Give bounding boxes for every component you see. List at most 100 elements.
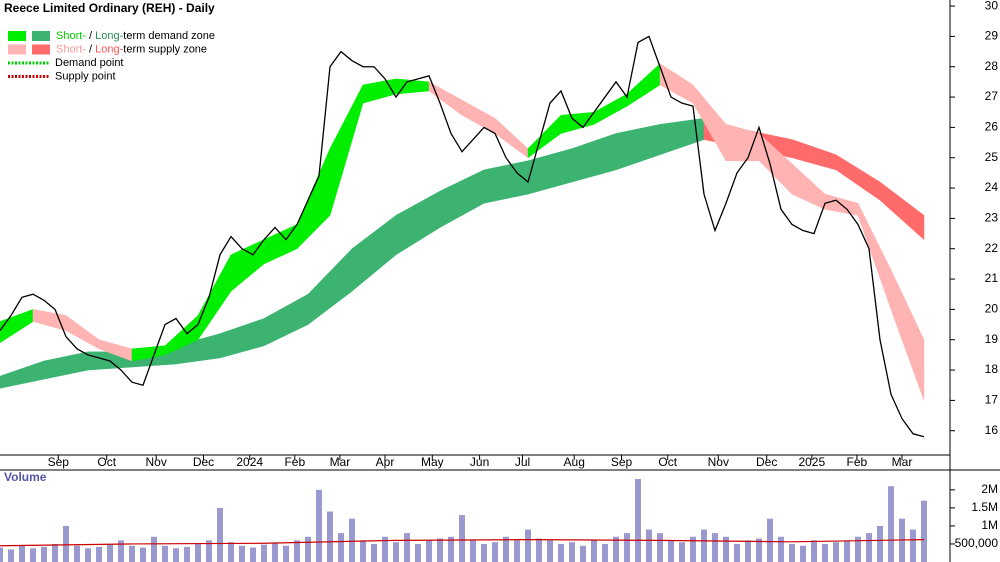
x-tick-label: 2024 <box>236 455 263 469</box>
volume-bar <box>459 515 465 562</box>
legend-swatch <box>32 44 50 55</box>
volume-bar <box>921 500 927 562</box>
volume-bar <box>52 543 58 562</box>
volume-bar <box>217 507 223 562</box>
volume-bar <box>481 543 487 562</box>
volume-bar <box>613 536 619 562</box>
y-tick-label: 16 <box>985 423 999 437</box>
y-tick-label: 29 <box>985 29 999 43</box>
volume-bar <box>492 542 498 562</box>
x-tick-label: Jun <box>470 455 489 469</box>
volume-bar <box>19 545 25 562</box>
zone-band <box>879 181 925 241</box>
volume-bar <box>778 536 784 562</box>
volume-bar <box>74 545 80 562</box>
volume-bar <box>316 489 322 562</box>
volume-bar <box>866 533 872 562</box>
volume-bar <box>877 525 883 562</box>
price-line <box>0 35 925 438</box>
volume-bar <box>756 538 762 562</box>
volume-bar <box>415 543 421 562</box>
volume-bar <box>393 542 399 562</box>
y-tick-label: 18 <box>985 362 999 376</box>
volume-bar <box>228 542 234 562</box>
x-tick-label: Oct <box>658 455 677 469</box>
volume-bar <box>547 540 553 562</box>
volume-bar <box>404 533 410 562</box>
volume-bar <box>723 536 729 562</box>
x-tick-label: Aug <box>564 455 585 469</box>
volume-title: Volume <box>4 470 47 484</box>
volume-bar <box>514 540 520 562</box>
y-tick-label: 27 <box>985 89 999 103</box>
y-tick-label: 20 <box>985 302 999 316</box>
volume-bar <box>294 540 300 562</box>
legend-text: Supply point <box>55 70 116 82</box>
volume-bar <box>635 479 641 562</box>
volume-bar <box>41 546 47 562</box>
x-tick-label: Oct <box>97 455 116 469</box>
volume-bar <box>371 543 377 562</box>
legend-swatch <box>8 31 26 41</box>
legend-text: / <box>86 43 95 55</box>
legend-label: Supply point <box>55 70 116 82</box>
volume-bar <box>569 542 575 562</box>
x-tick-label: Mar <box>892 455 913 469</box>
x-tick-label: Feb <box>847 455 868 469</box>
volume-bar <box>888 486 894 562</box>
x-tick-label: Dec <box>756 455 777 469</box>
volume-bar <box>140 547 146 562</box>
x-tick-label: Nov <box>146 455 167 469</box>
x-tick-label: Apr <box>376 455 395 469</box>
volume-bar <box>107 543 113 562</box>
chart-title: Reece Limited Ordinary (REH) - Daily <box>4 1 215 15</box>
volume-bar <box>448 536 454 562</box>
volume-bar <box>0 547 3 562</box>
volume-bar <box>206 540 212 562</box>
x-tick-label: 2025 <box>798 455 825 469</box>
volume-bar <box>184 546 190 562</box>
volume-bar <box>668 540 674 562</box>
zone-band <box>890 269 925 401</box>
x-tick-label: Mar <box>330 455 351 469</box>
volume-bar <box>503 536 509 562</box>
x-tick-label: Feb <box>284 455 305 469</box>
volume-bar <box>338 533 344 562</box>
y-tick-label: 500,000 <box>955 536 999 550</box>
legend-text: Demand point <box>55 57 124 69</box>
volume-bar <box>327 511 333 562</box>
y-tick-label: 2M <box>981 482 998 496</box>
x-tick-label: Nov <box>708 455 729 469</box>
y-tick-label: 24 <box>985 180 999 194</box>
legend-text: Long- <box>95 43 123 55</box>
volume-bar <box>745 540 751 562</box>
legend-text: Short- <box>56 30 86 42</box>
volume-bar <box>712 533 718 562</box>
legend-text: term demand zone <box>123 30 215 42</box>
volume-bar <box>800 545 806 562</box>
volume-bar <box>360 540 366 562</box>
legend-label: Demand point <box>55 57 124 69</box>
volume-bar <box>657 533 663 562</box>
volume-bar <box>734 543 740 562</box>
y-tick-label: 22 <box>985 241 999 255</box>
y-tick-label: 25 <box>985 150 999 164</box>
volume-bar <box>470 540 476 562</box>
volume-bar <box>162 545 168 562</box>
x-tick-label: Sep <box>611 455 633 469</box>
volume-bar <box>151 536 157 562</box>
volume-bar <box>85 548 91 562</box>
y-tick-label: 1.5M <box>971 500 998 514</box>
volume-bar <box>591 540 597 562</box>
volume-bar <box>690 536 696 562</box>
volume-bar <box>30 548 36 562</box>
y-tick-label: 28 <box>985 59 999 73</box>
volume-bar <box>525 529 531 562</box>
y-tick-label: 26 <box>985 120 999 134</box>
y-tick-label: 17 <box>985 393 999 407</box>
x-tick-label: Dec <box>193 455 214 469</box>
volume-bar <box>195 543 201 562</box>
volume-bar <box>910 529 916 562</box>
volume-bar <box>789 543 795 562</box>
x-tick-label: Jul <box>515 455 530 469</box>
